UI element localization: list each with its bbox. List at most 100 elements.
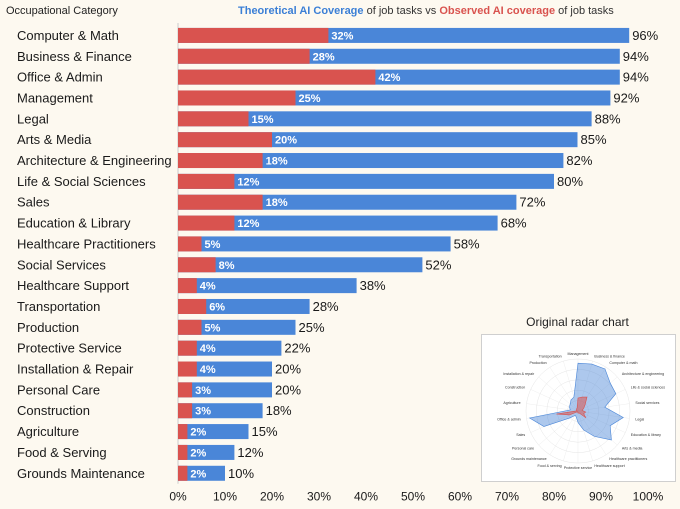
category-label: Transportation (17, 299, 100, 314)
radar-axis-label: Architecture & engineering (622, 372, 664, 376)
theoretical-bar (178, 340, 282, 356)
theoretical-value-label: 15% (252, 424, 278, 439)
category-label: Grounds Maintenance (17, 466, 145, 481)
title-mid: of job tasks vs (363, 5, 440, 17)
category-label: Office & Admin (17, 70, 103, 85)
theoretical-bar (178, 298, 310, 314)
observed-bar (178, 173, 235, 189)
category-label: Education & Library (17, 216, 131, 231)
category-label: Architecture & Engineering (17, 153, 172, 168)
observed-value-label: 2% (190, 468, 206, 480)
x-tick-label: 50% (401, 490, 425, 504)
observed-value-label: 6% (209, 301, 225, 313)
x-tick-label: 80% (542, 490, 566, 504)
radar-spoke (549, 367, 579, 412)
observed-bar (178, 90, 296, 106)
observed-bar (178, 319, 202, 335)
theoretical-bar (178, 278, 357, 294)
category-label: Social Services (17, 257, 106, 272)
category-label: Protective Service (17, 341, 122, 356)
theoretical-value-label: 92% (613, 90, 639, 105)
theoretical-value-label: 18% (266, 403, 292, 418)
radar-axis-label: Healthcare support (594, 464, 624, 468)
theoretical-value-label: 25% (299, 320, 325, 335)
theoretical-value-label: 58% (454, 236, 480, 251)
theoretical-bar (178, 382, 272, 398)
x-tick-label: 90% (589, 490, 613, 504)
radar-spoke (538, 410, 579, 446)
theoretical-value-label: 94% (623, 49, 649, 64)
radar-axis-label: Production (529, 361, 546, 365)
theoretical-bar (178, 215, 498, 231)
radar-spoke (577, 410, 630, 419)
observed-bar (178, 215, 235, 231)
category-label: Management (17, 90, 93, 105)
title-observed: Observed AI coverage (439, 5, 556, 17)
radar-observed-area (556, 396, 588, 419)
x-tick-label: 100% (633, 490, 664, 504)
theoretical-value-label: 96% (632, 28, 658, 43)
x-tick-label: 0% (169, 490, 187, 504)
radar-spoke (538, 376, 579, 412)
radar-axis-label: Installation & repair (503, 372, 535, 376)
theoretical-value-label: 88% (595, 111, 621, 126)
theoretical-bar (178, 444, 235, 460)
category-label: Production (17, 320, 79, 335)
theoretical-value-label: 85% (581, 132, 607, 147)
radar-axis-label: Sales (516, 433, 525, 437)
observed-value-label: 4% (200, 281, 216, 293)
theoretical-value-label: 20% (275, 362, 301, 377)
radar-axis-label: Management (568, 352, 589, 356)
observed-bar (178, 444, 188, 460)
theoretical-value-label: 12% (237, 445, 263, 460)
inset-title: Original radar chart (526, 315, 629, 329)
theoretical-bar (178, 403, 263, 419)
category-label: Healthcare Practitioners (17, 236, 156, 251)
radar-axis-label: Office & admin (497, 417, 521, 421)
observed-bar (178, 340, 197, 356)
radar-spoke (577, 410, 626, 433)
observed-value-label: 12% (237, 176, 259, 188)
category-label: Sales (17, 195, 50, 210)
x-tick-label: 10% (213, 490, 237, 504)
x-tick-label: 20% (260, 490, 284, 504)
observed-value-label: 2% (190, 447, 206, 459)
theoretical-value-label: 20% (275, 382, 301, 397)
theoretical-value-label: 28% (313, 299, 339, 314)
observed-bar (178, 361, 197, 377)
theoretical-value-label: 80% (557, 174, 583, 189)
observed-bar (178, 111, 249, 127)
theoretical-value-label: 10% (228, 466, 254, 481)
observed-value-label: 4% (200, 343, 216, 355)
radar-axis-label: Grounds maintenance (511, 457, 546, 461)
x-tick-label: 30% (307, 490, 331, 504)
observed-bar (178, 403, 193, 419)
x-tick-label: 60% (448, 490, 472, 504)
category-label: Life & Social Sciences (17, 174, 146, 189)
radar-spoke (563, 361, 579, 412)
observed-bar (178, 132, 272, 148)
observed-value-label: 18% (266, 197, 288, 209)
observed-bar (178, 298, 207, 314)
radar-axis-label: Social services (635, 401, 659, 405)
theoretical-value-label: 82% (566, 153, 592, 168)
category-label: Healthcare Support (17, 278, 129, 293)
x-tick-label: 70% (495, 490, 519, 504)
theoretical-value-label: 22% (284, 341, 310, 356)
category-label: Business & Finance (17, 49, 132, 64)
radar-chart: Management Business & finance Computer & m… (497, 352, 665, 470)
title-theoretical: Theoretical AI Coverage (238, 5, 364, 17)
theoretical-bar (178, 111, 592, 127)
observed-value-label: 3% (195, 406, 211, 418)
observed-value-label: 32% (331, 30, 353, 42)
observed-value-label: 25% (299, 93, 321, 105)
observed-bar (178, 278, 197, 294)
observed-value-label: 20% (275, 135, 297, 147)
category-label: Arts & Media (17, 132, 92, 147)
theoretical-bar (178, 424, 249, 440)
radar-axis-label: Legal (635, 417, 644, 421)
radar-spoke (577, 403, 630, 412)
category-label: Computer & Math (17, 28, 119, 43)
theoretical-bar (178, 319, 296, 335)
category-label: Construction (17, 403, 90, 418)
